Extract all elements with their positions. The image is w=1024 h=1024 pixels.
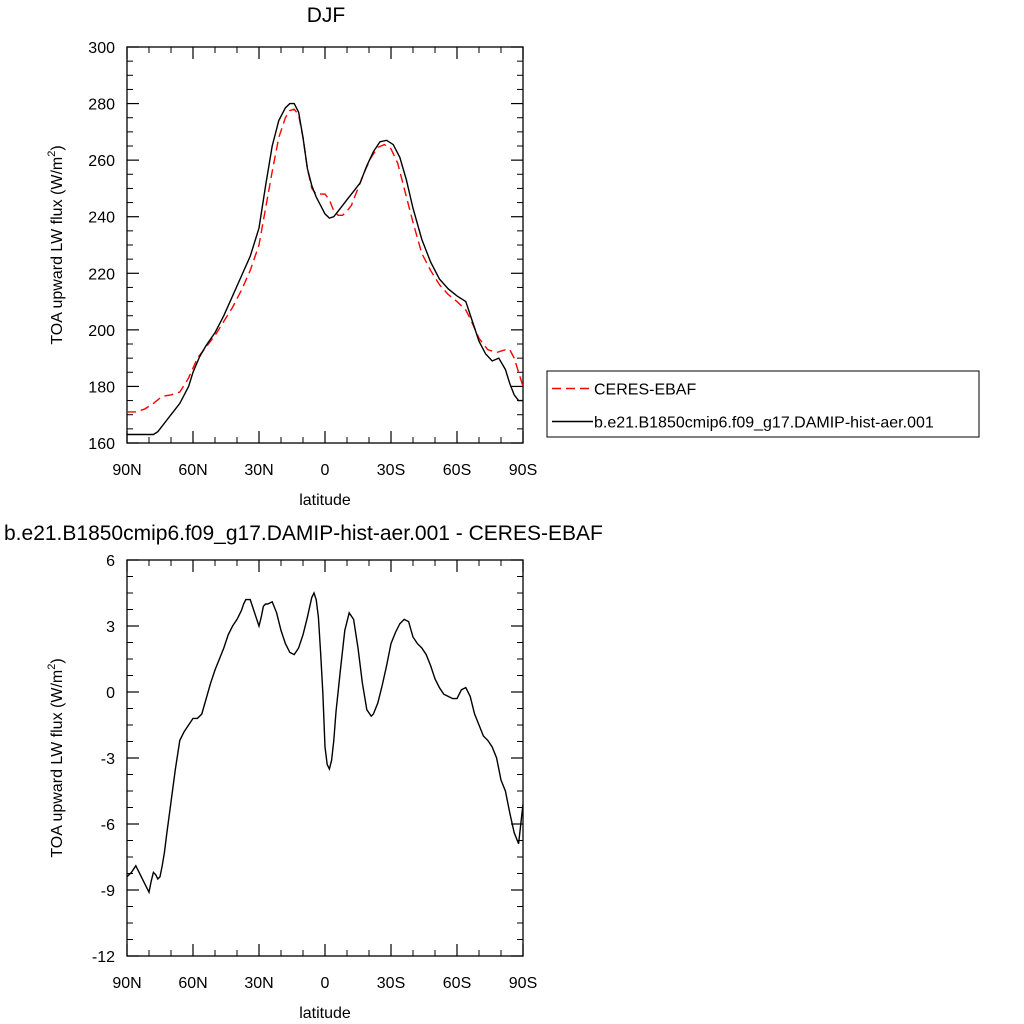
y-axis-label-close: ) <box>49 145 66 150</box>
y-tick-label: 200 <box>88 323 115 340</box>
series-line-1 <box>127 102 523 436</box>
y-tick-label: 240 <box>88 210 115 227</box>
y-tick-label: 220 <box>88 266 115 283</box>
difference-chart: b.e21.B1850cmip6.f09_g17.DAMIP-hist-aer.… <box>4 522 603 1022</box>
y-tick-label: -12 <box>92 949 115 966</box>
series-line-0 <box>127 108 523 413</box>
x-tick-label: 30S <box>377 975 405 992</box>
y-axis-label: TOA upward LW flux (W/m2) <box>46 145 66 344</box>
x-tick-label: 60N <box>178 462 207 479</box>
x-tick-label: 0 <box>321 462 330 479</box>
y-tick-label: -6 <box>101 817 115 834</box>
x-tick-label: 60S <box>443 462 471 479</box>
y-axis-label-superscript: 2 <box>46 151 58 157</box>
y-tick-label: 300 <box>88 40 115 57</box>
x-tick-label: 90S <box>509 975 537 992</box>
plot-frame <box>126 46 524 444</box>
y-tick-label: 260 <box>88 153 115 170</box>
x-tick-label: 90N <box>112 975 141 992</box>
plot-frame <box>126 559 524 957</box>
y-tick-label: -3 <box>101 751 115 768</box>
x-axis-label: latitude <box>299 492 351 509</box>
series-line-0 <box>127 591 523 895</box>
chart-title: DJF <box>307 4 346 27</box>
x-tick-label: 90S <box>509 462 537 479</box>
x-tick-label: 0 <box>321 975 330 992</box>
x-axis-label: latitude <box>299 1005 351 1022</box>
x-tick-label: 60N <box>178 975 207 992</box>
y-axis-label: TOA upward LW flux (W/m2) <box>46 658 66 857</box>
chart-title: b.e21.B1850cmip6.f09_g17.DAMIP-hist-aer.… <box>4 522 603 545</box>
x-tick-label: 90N <box>112 462 141 479</box>
y-tick-label: 180 <box>88 379 115 396</box>
y-axis-label-superscript: 2 <box>46 664 58 670</box>
y-tick-label: 0 <box>106 685 115 702</box>
y-tick-label: 6 <box>106 553 115 570</box>
x-tick-label: 30S <box>377 462 405 479</box>
x-tick-label: 30N <box>244 462 273 479</box>
y-axis-label-text: TOA upward LW flux (W/m <box>49 157 66 345</box>
y-tick-label: -9 <box>101 883 115 900</box>
legend-label-0: CERES-EBAF <box>594 382 696 399</box>
top-chart: DJF 90N 60N 30N 0 30S 60S 90S 160 180 200 220 240 260… <box>46 4 980 509</box>
y-tick-label: 280 <box>88 97 115 114</box>
legend-label-1: b.e21.B1850cmip6.f09_g17.DAMIP-hist-aer.… <box>594 415 934 432</box>
x-tick-label: 30N <box>244 975 273 992</box>
legend-box <box>546 370 980 438</box>
x-tick-label: 60S <box>443 975 471 992</box>
legend: CERES-EBAF b.e21.B1850cmip6.f09_g17.DAMIP… <box>546 370 980 438</box>
y-tick-label: 160 <box>88 436 115 453</box>
y-axis-label-text: TOA upward LW flux (W/m <box>49 670 66 858</box>
y-axis-label-close: ) <box>49 658 66 663</box>
y-tick-label: 3 <box>106 619 115 636</box>
